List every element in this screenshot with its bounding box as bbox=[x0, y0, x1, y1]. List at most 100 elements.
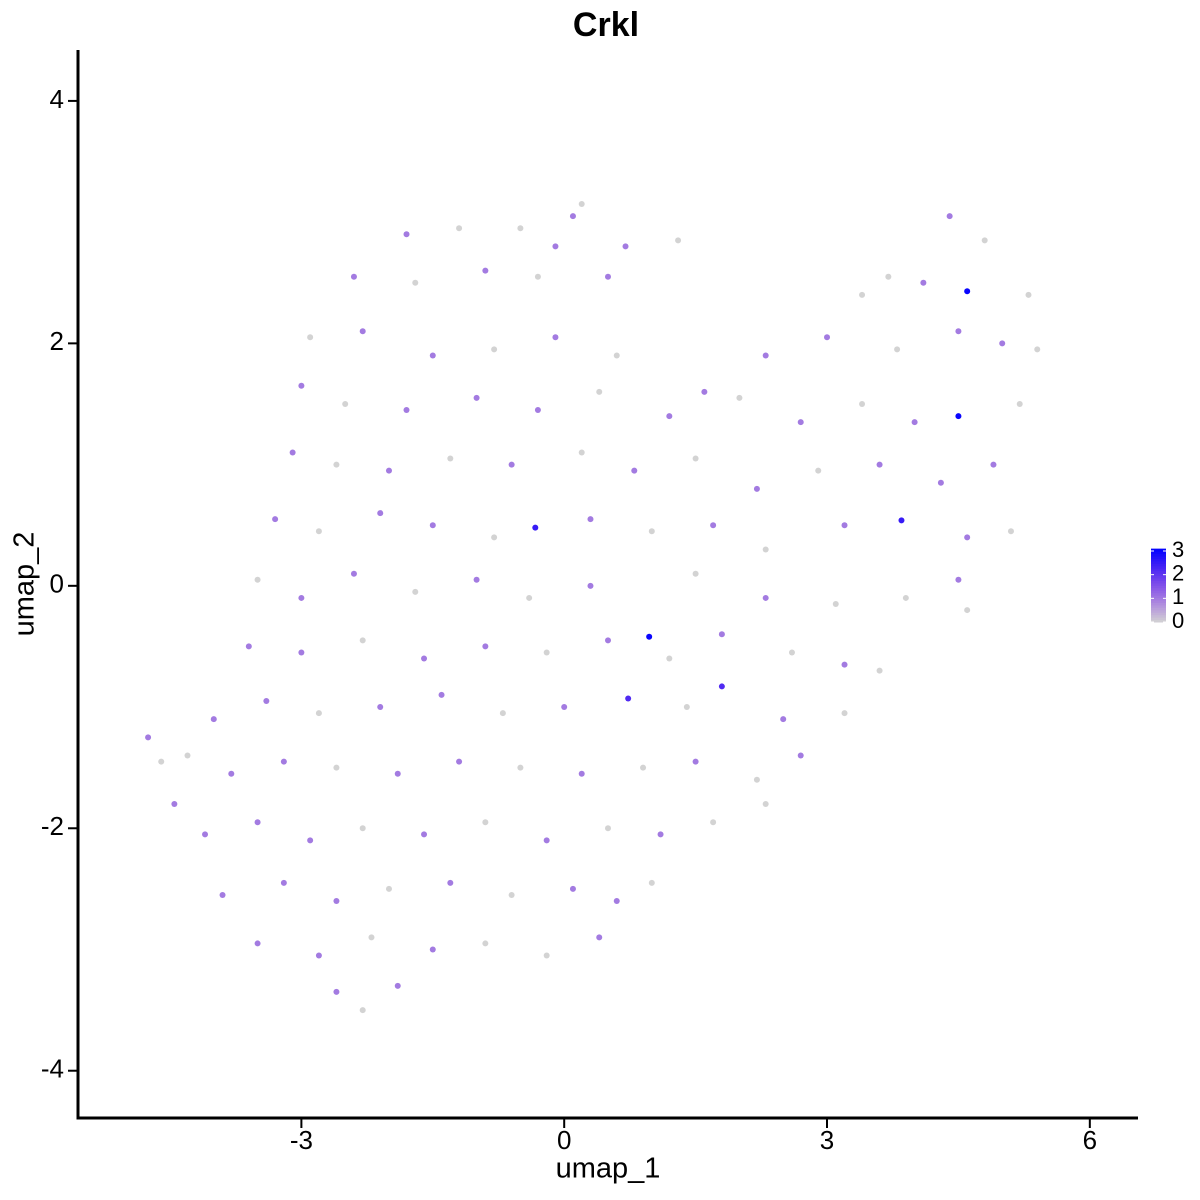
point bbox=[946, 213, 953, 220]
point bbox=[797, 752, 804, 759]
point bbox=[578, 200, 585, 207]
point bbox=[210, 716, 217, 723]
point bbox=[911, 419, 918, 426]
point bbox=[171, 801, 178, 808]
point bbox=[342, 400, 349, 407]
point bbox=[403, 231, 410, 238]
point bbox=[552, 334, 559, 341]
y-tick-label: 0 bbox=[50, 569, 64, 599]
point bbox=[333, 898, 340, 905]
point bbox=[359, 825, 366, 832]
point bbox=[937, 479, 944, 486]
colorbar-segment bbox=[1151, 582, 1166, 586]
point bbox=[657, 831, 664, 838]
point bbox=[228, 770, 235, 777]
point bbox=[272, 516, 279, 523]
point bbox=[473, 576, 480, 583]
point bbox=[596, 934, 603, 941]
point bbox=[622, 243, 629, 250]
point bbox=[885, 273, 892, 280]
point bbox=[202, 831, 209, 838]
point bbox=[605, 273, 611, 280]
point bbox=[473, 394, 480, 401]
point bbox=[701, 388, 708, 395]
point bbox=[368, 934, 375, 941]
point bbox=[648, 879, 655, 886]
colorbar-segment bbox=[1151, 577, 1166, 581]
point bbox=[385, 885, 392, 892]
point bbox=[692, 570, 699, 577]
point bbox=[245, 643, 252, 650]
point bbox=[1016, 400, 1023, 407]
point bbox=[298, 594, 305, 601]
point bbox=[613, 352, 620, 359]
point bbox=[315, 528, 322, 535]
point bbox=[333, 764, 340, 771]
point bbox=[385, 467, 392, 474]
point bbox=[578, 449, 585, 456]
point bbox=[394, 982, 401, 989]
x-tick-label: 0 bbox=[557, 1125, 571, 1155]
point bbox=[377, 510, 384, 517]
point bbox=[964, 607, 971, 614]
colorbar-segment bbox=[1151, 585, 1166, 589]
point bbox=[359, 1007, 366, 1014]
point bbox=[421, 655, 428, 662]
point bbox=[456, 758, 463, 765]
point bbox=[718, 683, 725, 690]
point bbox=[648, 528, 655, 535]
point bbox=[482, 267, 489, 274]
point bbox=[526, 594, 533, 601]
point bbox=[710, 522, 717, 529]
point bbox=[955, 328, 962, 335]
point bbox=[859, 400, 866, 407]
point bbox=[596, 388, 603, 395]
point bbox=[508, 461, 515, 468]
x-axis-label: umap_1 bbox=[556, 1153, 661, 1185]
colorbar-segment bbox=[1151, 602, 1166, 606]
colorbar-segment bbox=[1151, 560, 1166, 564]
point bbox=[532, 524, 539, 531]
point bbox=[307, 334, 314, 341]
point bbox=[964, 288, 971, 295]
point bbox=[499, 710, 506, 717]
point bbox=[1025, 291, 1032, 298]
point bbox=[552, 243, 559, 250]
point bbox=[333, 461, 340, 468]
point bbox=[377, 704, 384, 711]
point bbox=[447, 455, 454, 462]
point bbox=[736, 394, 743, 401]
point bbox=[646, 633, 653, 640]
colorbar-segment bbox=[1151, 619, 1166, 623]
point bbox=[508, 891, 515, 898]
colorbar-segment bbox=[1151, 555, 1166, 559]
point bbox=[447, 879, 454, 886]
point bbox=[981, 237, 988, 244]
colorbar-segment bbox=[1151, 599, 1166, 603]
point bbox=[491, 534, 498, 541]
colorbar-segment bbox=[1151, 617, 1166, 621]
colorbar-segment bbox=[1151, 607, 1166, 611]
point bbox=[412, 588, 419, 595]
point bbox=[569, 885, 576, 892]
point bbox=[517, 764, 524, 771]
point bbox=[429, 522, 436, 529]
point bbox=[456, 225, 463, 232]
point bbox=[894, 346, 901, 353]
y-tick-label: 2 bbox=[50, 326, 64, 356]
point bbox=[797, 419, 804, 426]
point bbox=[587, 582, 594, 589]
point bbox=[859, 291, 866, 298]
point bbox=[280, 758, 287, 765]
point bbox=[587, 516, 594, 523]
point bbox=[219, 891, 226, 898]
point bbox=[517, 225, 524, 232]
point bbox=[315, 710, 322, 717]
point bbox=[315, 952, 322, 959]
colorbar-segment bbox=[1151, 558, 1166, 562]
point bbox=[876, 667, 883, 674]
point bbox=[482, 819, 489, 826]
colorbar-segment bbox=[1151, 553, 1166, 557]
point bbox=[955, 576, 962, 583]
point bbox=[543, 952, 550, 959]
